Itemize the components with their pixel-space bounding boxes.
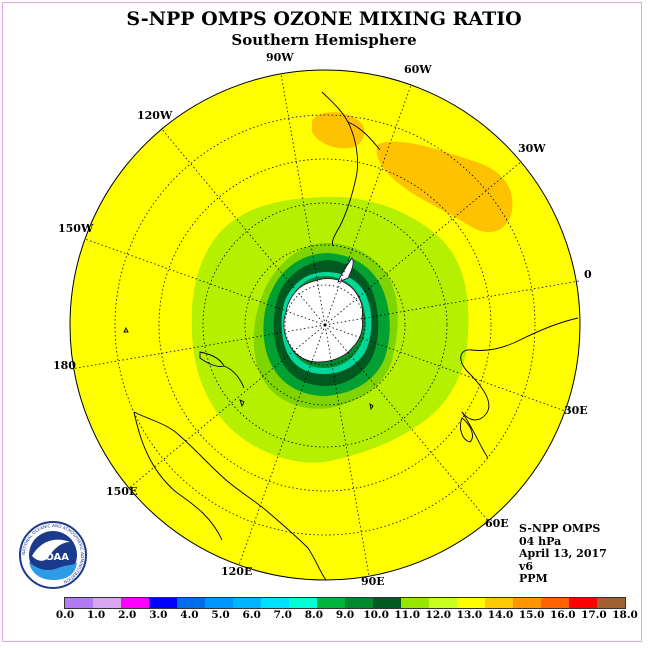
lon-label-60e: 60E [485,517,509,530]
south-pole-marker [324,324,327,327]
lon-label-150e: 150E [106,485,137,498]
lon-label-150w: 150W [58,222,94,235]
colorbar-segment [513,598,541,608]
colorbar-tick-label: 9.0 [336,609,354,621]
info-date: April 13, 2017 [519,548,607,561]
colorbar-segment [261,598,289,608]
lon-label-90w: 90W [266,51,294,64]
colorbar-segment [121,598,149,608]
lon-label-30w: 30W [518,142,546,155]
colorbar-tick-label: 0.0 [56,609,74,621]
colorbar-tick-label: 6.0 [243,609,261,621]
colorbar-segment [205,598,233,608]
colorbar-tick-label: 1.0 [87,609,105,621]
colorbar-tick-label: 4.0 [180,609,198,621]
colorbar-segment [149,598,177,608]
colorbar-segment [177,598,205,608]
colorbar-segment [569,598,597,608]
lon-label-180: 180 [53,359,76,372]
colorbar-tick-label: 17.0 [581,609,607,621]
colorbar-segment [233,598,261,608]
colorbar-segment [373,598,401,608]
info-box: S-NPP OMPS 04 hPa April 13, 2017 v6 PPM [519,523,607,586]
colorbar-segment [457,598,485,608]
lon-label-120w: 120W [137,109,173,122]
noaa-logo-text: NOAA [37,552,69,563]
colorbar-segment [401,598,429,608]
lon-label-90e: 90E [361,575,385,588]
colorbar-tick-label: 7.0 [274,609,292,621]
colorbar-segment [541,598,569,608]
colorbar-tick-label: 15.0 [519,609,545,621]
colorbar-tick-label: 14.0 [488,609,514,621]
colorbar-ticks: 0.0 1.0 2.0 3.0 4.0 5.0 6.0 7.0 8.0 9.0 10.0 11.0 12… [54,609,614,623]
colorbar-segment [485,598,513,608]
colorbar-segment [317,598,345,608]
colorbar-tick-label: 2.0 [118,609,136,621]
colorbar-tick-label: 3.0 [149,609,167,621]
colorbar-tick-label: 12.0 [426,609,452,621]
colorbar-tick-label: 11.0 [394,609,420,621]
colorbar-segment [345,598,373,608]
colorbar-segment [597,598,625,608]
info-instrument: S-NPP OMPS [519,523,607,536]
lon-label-0: 0 [584,268,592,281]
colorbar-tick-label: 5.0 [211,609,229,621]
colorbar-tick-label: 18.0 [612,609,638,621]
colorbar-segment [65,598,93,608]
colorbar-tick-label: 13.0 [457,609,483,621]
noaa-logo-icon: NOAA NATIONAL OCEANIC AND ATMOSPHERIC AD… [18,520,88,590]
colorbar [64,597,626,609]
colorbar-segment [289,598,317,608]
info-units: PPM [519,573,607,586]
colorbar-tick-label: 8.0 [305,609,323,621]
colorbar-segment [429,598,457,608]
lon-label-30e: 30E [564,404,588,417]
colorbar-tick-label: 10.0 [363,609,389,621]
antarctica [284,278,363,362]
colorbar-segment [93,598,121,608]
colorbar-tick-label: 16.0 [550,609,576,621]
lon-label-120e: 120E [221,565,252,578]
lon-label-60w: 60W [404,63,432,76]
